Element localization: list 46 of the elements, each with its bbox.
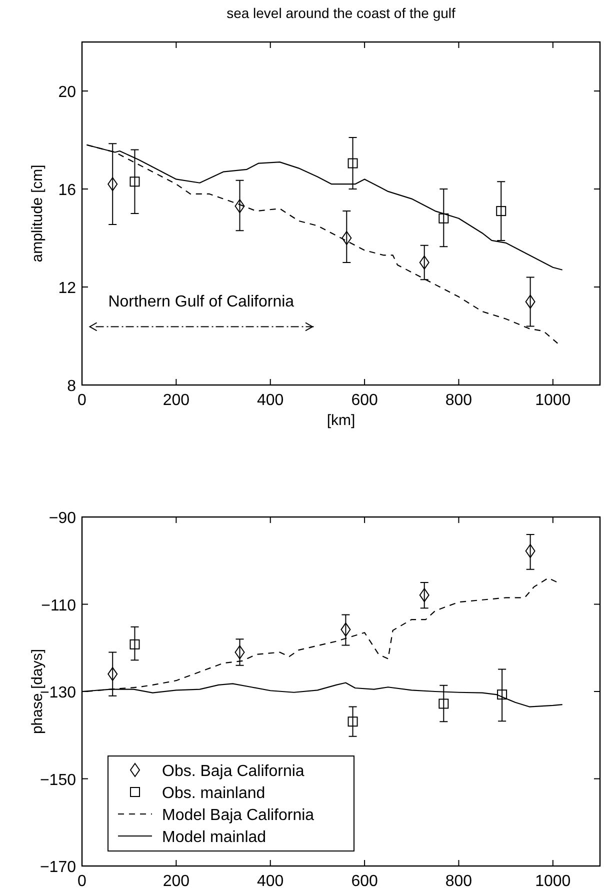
point (130, 176, 140, 187)
point (348, 716, 358, 727)
y-tick-label: −150 (40, 772, 76, 789)
y-axis-title: amplitude [cm] (29, 164, 46, 262)
point (234, 199, 245, 214)
point (419, 588, 430, 602)
y-tick-label: −90 (48, 510, 76, 527)
point (130, 639, 140, 650)
legend-label: Obs. mainland (162, 785, 266, 802)
point (497, 690, 508, 700)
x-tick-label: 1000 (535, 873, 571, 890)
x-tick-label: 400 (257, 873, 284, 890)
point (525, 294, 536, 309)
x-tick-label: 600 (351, 873, 378, 890)
point (234, 645, 245, 660)
y-tick-label: 16 (58, 182, 76, 199)
x-tick-label: 800 (445, 873, 472, 890)
x-tick-label: 800 (445, 392, 472, 409)
y-tick-label: 20 (58, 84, 76, 101)
annotation: Northern Gulf of California (108, 294, 294, 311)
x-tick-label: 200 (162, 392, 190, 409)
point (525, 544, 536, 558)
y-tick-label: −170 (40, 859, 76, 876)
point (348, 158, 358, 168)
legend-label: Obs. Baja California (162, 763, 304, 780)
x-tick-label: 400 (257, 392, 284, 409)
point (419, 256, 430, 270)
x-tick-label: 0 (78, 392, 87, 409)
x-tick-label: 0 (78, 873, 87, 890)
point (108, 667, 118, 682)
point (342, 231, 352, 245)
y-tick-label: 12 (58, 280, 76, 297)
x-tick-label: 200 (162, 873, 190, 890)
point (438, 698, 449, 709)
x-tick-label: 600 (351, 392, 378, 409)
chart-title: sea level around the coast of the gulf (226, 5, 456, 21)
x-tick-label: 1000 (535, 392, 571, 409)
point (108, 177, 118, 192)
point (438, 213, 449, 224)
y-tick-label: 8 (67, 378, 76, 395)
legend-label: Model mainlad (162, 829, 266, 846)
y-tick-label: −110 (41, 597, 76, 614)
point (496, 206, 506, 216)
x-axis-title: [km] (326, 412, 356, 429)
point (340, 622, 351, 637)
legend-label: Model Baja California (162, 807, 314, 824)
